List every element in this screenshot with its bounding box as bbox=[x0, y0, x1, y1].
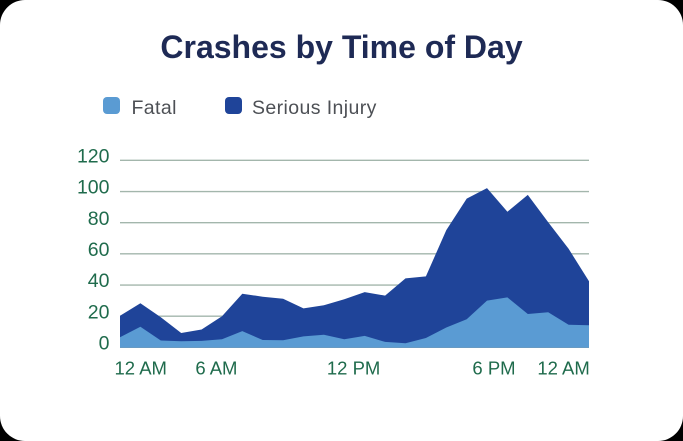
svg-text:120: 120 bbox=[77, 146, 110, 168]
svg-text:80: 80 bbox=[88, 208, 110, 230]
svg-text:12 PM: 12 PM bbox=[327, 358, 380, 379]
svg-text:60: 60 bbox=[88, 239, 110, 261]
svg-text:12 AM: 12 AM bbox=[537, 358, 589, 379]
svg-text:6 PM: 6 PM bbox=[472, 358, 515, 379]
svg-text:100: 100 bbox=[77, 177, 110, 199]
svg-text:0: 0 bbox=[99, 333, 110, 355]
svg-text:20: 20 bbox=[88, 301, 110, 323]
svg-text:6 AM: 6 AM bbox=[195, 358, 237, 379]
svg-text:12 AM: 12 AM bbox=[115, 358, 167, 379]
svg-text:40: 40 bbox=[88, 270, 110, 292]
